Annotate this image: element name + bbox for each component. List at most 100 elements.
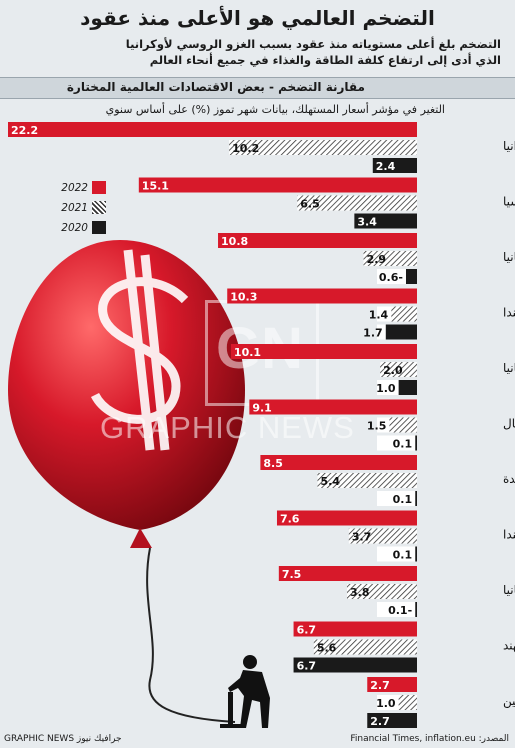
category-label: البرتغال xyxy=(503,417,515,432)
category-label: بريطانيا xyxy=(503,361,515,376)
subtitle: التضخم بلغ أعلى مستوياته منذ عقود بسبب ا… xyxy=(21,36,501,68)
bar-value-bg xyxy=(377,491,416,506)
category-label: أوكرانيا xyxy=(503,138,515,154)
bar-value-label: 2.7 xyxy=(370,679,390,692)
bar-value-label: 2.9 xyxy=(367,253,387,266)
legend-label-2021: 2021 xyxy=(61,201,88,214)
bar-2020 xyxy=(415,435,417,451)
bar-2022 xyxy=(227,288,417,304)
category-label: روسيا xyxy=(503,195,515,210)
bar-2020 xyxy=(367,713,417,728)
bar-2022 xyxy=(249,399,417,415)
bar-2021 xyxy=(380,362,417,377)
balloon-string xyxy=(146,547,236,723)
category-label: إسبانيا xyxy=(503,250,515,264)
bar-value-bg xyxy=(377,306,392,322)
balloon-icon xyxy=(8,240,245,530)
bar-2021 xyxy=(398,695,417,710)
bar-value-bg xyxy=(377,417,390,433)
axis-note: التغير في مؤشر أسعار المستهلك، بيانات شه… xyxy=(105,103,445,116)
bar-2022 xyxy=(260,455,417,470)
bar-value-label: 10.8 xyxy=(221,235,248,248)
bar-value-label: 2.4 xyxy=(376,160,396,173)
legend-swatch-2020 xyxy=(92,221,106,234)
bar-value-label: 0.6- xyxy=(379,271,403,284)
bar-2020 xyxy=(372,158,417,173)
bar-2022 xyxy=(138,177,417,193)
bar-value-label: 10.2 xyxy=(232,142,259,155)
bar-value-label: 5.4 xyxy=(321,475,341,488)
bar-value-label: 0.1- xyxy=(388,604,412,617)
bar-value-label: 5.6 xyxy=(317,642,337,655)
bar-2022 xyxy=(278,566,417,581)
legend: 2022 2021 2020 xyxy=(48,180,106,240)
legend-item-2021: 2021 xyxy=(48,200,106,215)
man-with-pump-icon xyxy=(220,655,270,728)
balloon-knot xyxy=(130,528,152,548)
bar-value-bg xyxy=(377,695,399,710)
section-header: مقارنة التضخم - بعض الاقتصادات العالمية … xyxy=(0,77,515,99)
category-label: ألمانيا xyxy=(503,582,515,597)
category-label: هولندا xyxy=(503,306,515,321)
legend-label-2020: 2020 xyxy=(61,221,88,234)
bar-value-label: 1.0 xyxy=(376,697,396,710)
bar-value-label: 9.1 xyxy=(252,402,272,415)
bar-2021 xyxy=(297,195,417,211)
bar-value-bg xyxy=(377,324,386,340)
legend-swatch-2021 xyxy=(92,201,106,214)
subtitle-line-2: الذي أدى إلى ارتفاع كلفة الطاقة والغذاء … xyxy=(149,53,501,67)
bar-value-label: 10.3 xyxy=(230,291,257,304)
legend-item-2020: 2020 xyxy=(48,220,106,235)
bar-2022 xyxy=(8,122,417,137)
bar-value-label: 3.8 xyxy=(350,586,370,599)
bar-value-label: 1.5 xyxy=(367,420,387,433)
bar-value-bg xyxy=(377,602,416,617)
bar-2022 xyxy=(230,344,417,359)
bar-2022 xyxy=(276,510,417,526)
legend-swatch-2022 xyxy=(92,181,106,194)
bar-2021 xyxy=(313,639,417,655)
bar-2020 xyxy=(398,380,417,395)
bar-value-label: 6.7 xyxy=(297,660,317,673)
bar-value-label: 7.5 xyxy=(282,568,302,581)
subtitle-line-1: التضخم بلغ أعلى مستوياته منذ عقود بسبب ا… xyxy=(125,37,501,51)
bar-2021 xyxy=(317,473,417,488)
bar-value-label: 0.1 xyxy=(393,493,413,506)
footer-credit: GRAPHIC NEWS جرافيك نيوز xyxy=(4,734,122,744)
category-label: الهند xyxy=(503,639,515,653)
bar-value-label: 6.7 xyxy=(297,624,317,637)
bar-value-bg xyxy=(377,269,406,284)
bar-2020 xyxy=(354,213,417,229)
bar-value-label: 2.0 xyxy=(383,364,403,377)
bar-value-label: 2.7 xyxy=(370,715,390,728)
bar-2022 xyxy=(367,677,417,692)
legend-item-2022: 2022 xyxy=(48,180,106,195)
bar-value-label: 10.1 xyxy=(234,346,261,359)
bar-2021 xyxy=(363,251,417,266)
bar-value-label: 22.2 xyxy=(11,124,38,137)
bar-value-bg xyxy=(377,435,416,451)
bar-value-label: 0.1 xyxy=(393,438,413,451)
bar-2021 xyxy=(391,306,417,322)
bar-value-label: 0.1 xyxy=(393,549,413,562)
bar-value-bg xyxy=(377,380,399,395)
bar-value-label: 15.1 xyxy=(142,180,169,193)
bar-2022 xyxy=(218,233,417,248)
bar-value-label: 7.6 xyxy=(280,513,300,526)
bar-2021 xyxy=(229,140,417,155)
bar-value-label: 6.5 xyxy=(300,198,320,211)
category-label: الولايات المتحدة xyxy=(503,472,515,487)
bar-value-bg xyxy=(377,546,416,562)
category-label: الصين xyxy=(503,694,515,709)
bar-2021 xyxy=(346,584,417,599)
legend-label-2022: 2022 xyxy=(61,181,88,194)
dollar-sign-icon xyxy=(90,249,189,451)
watermark-text: GRAPHIC NEWS xyxy=(100,410,355,445)
bar-2020 xyxy=(293,657,417,673)
section-title: مقارنة التضخم - بعض الاقتصادات العالمية … xyxy=(66,80,365,94)
bar-2020 xyxy=(415,546,417,562)
bar-value-label: 3.7 xyxy=(352,531,372,544)
bar-value-label: 1.7 xyxy=(363,327,383,340)
bar-value-label: 1.4 xyxy=(369,309,389,322)
